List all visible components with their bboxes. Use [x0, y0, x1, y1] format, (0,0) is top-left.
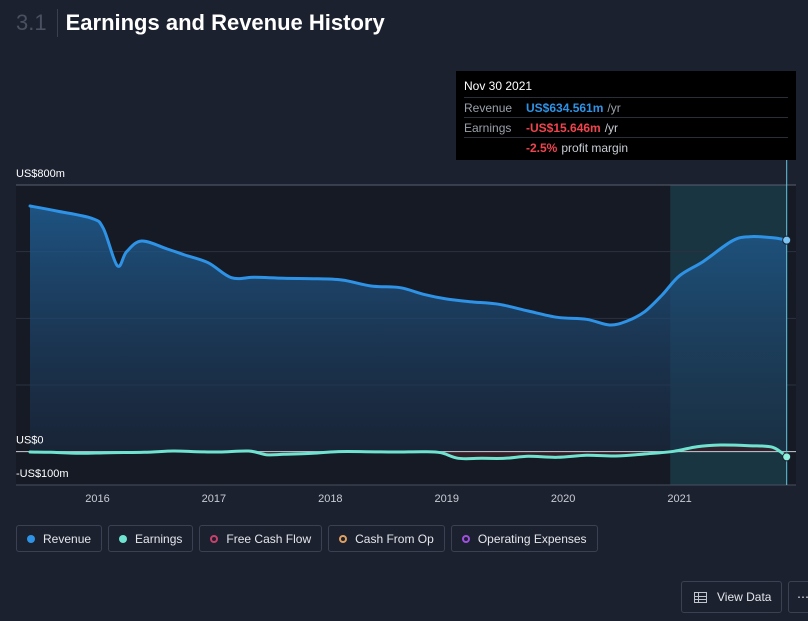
tooltip-date: Nov 30 2021: [464, 79, 533, 93]
legend-earnings-label: Earnings: [135, 531, 183, 546]
legend: Revenue Earnings Free Cash Flow Cash Fro…: [16, 525, 598, 552]
operating-expenses-dot-icon: [461, 534, 470, 543]
tooltip-earnings-unit: /yr: [604, 120, 619, 135]
x-tick-label: 2018: [318, 493, 342, 505]
x-tick-label: 2021: [667, 493, 691, 505]
tooltip-revenue-label: Revenue: [464, 100, 513, 115]
earnings-dot-icon: [119, 534, 128, 543]
page-title: Earnings and Revenue History: [65, 10, 385, 35]
tooltip-revenue-unit: /yr: [607, 100, 621, 115]
table-icon: [694, 591, 707, 603]
tooltip-revenue-row: Revenue US$634.561m /yr: [464, 97, 788, 117]
earnings-point: [782, 452, 792, 462]
tooltip-earnings-label: Earnings: [464, 120, 512, 135]
more-icon: ⋯: [797, 590, 808, 604]
tooltip-revenue-value: US$634.561m: [526, 100, 604, 115]
legend-revenue[interactable]: Revenue: [16, 525, 103, 552]
legend-earnings[interactable]: Earnings: [108, 525, 194, 552]
view-data-label: View Data: [717, 590, 772, 604]
tooltip: Nov 30 2021 Revenue US$634.561m /yr Earn…: [456, 71, 796, 160]
x-tick-label: 2020: [551, 493, 575, 505]
revenue-area: [30, 206, 787, 452]
section-header: 3.1 Earnings and Revenue History: [16, 8, 385, 38]
revenue-line: [28, 204, 789, 327]
view-data-button[interactable]: View Data: [681, 581, 782, 613]
revenue-point: [782, 235, 792, 245]
cash-from-op-dot-icon: [339, 534, 348, 543]
tooltip-earnings-value: -US$15.646m: [526, 120, 601, 135]
y-tick-label: US$0: [16, 435, 44, 447]
free-cash-flow-dot-icon: [210, 534, 219, 543]
y-tick-label: US$800m: [16, 168, 65, 180]
x-tick-label: 2019: [435, 493, 459, 505]
more-options-button[interactable]: ⋯: [788, 581, 808, 613]
x-tick-label: 2016: [85, 493, 109, 505]
tooltip-margin-row: -2.5% profit margin: [464, 137, 788, 157]
revenue-dot-icon: [27, 534, 35, 543]
y-tick-label: -US$100m: [16, 468, 69, 480]
section-number: 3.1: [16, 9, 58, 37]
legend-revenue-label: Revenue: [43, 531, 92, 546]
tooltip-earnings-row: Earnings -US$15.646m /yr: [464, 117, 788, 137]
legend-free-cash-flow[interactable]: Free Cash Flow: [199, 525, 323, 552]
earnings-revenue-chart[interactable]: US$800m US$0 -US$100m 2016 2017 2018 2019 2020…: [0, 0, 808, 520]
x-tick-label: 2017: [202, 493, 226, 505]
legend-cash-from-op-label: Cash From Op: [355, 531, 434, 546]
legend-operating-expenses-label: Operating Expenses: [477, 531, 587, 546]
legend-free-cash-flow-label: Free Cash Flow: [226, 531, 312, 546]
tooltip-margin-label: profit margin: [561, 140, 629, 155]
earnings-line: [28, 443, 789, 461]
tooltip-margin-value: -2.5%: [526, 140, 558, 155]
legend-cash-from-op[interactable]: Cash From Op: [328, 525, 445, 552]
legend-operating-expenses[interactable]: Operating Expenses: [450, 525, 598, 552]
